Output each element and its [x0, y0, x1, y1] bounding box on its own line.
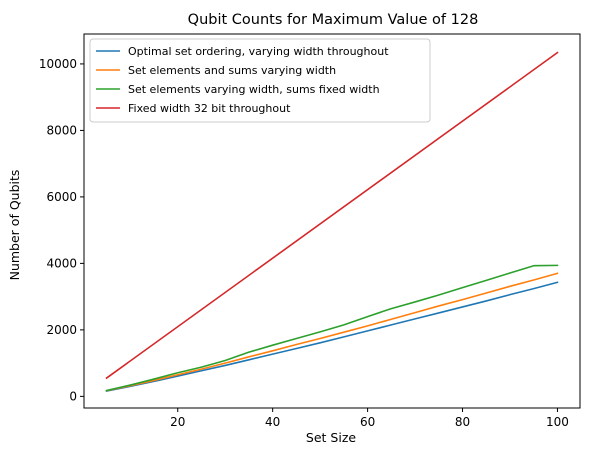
legend-label: Optimal set ordering, varying width thro… — [128, 45, 389, 58]
plot-area — [105, 51, 559, 392]
x-tick-label: 100 — [546, 415, 569, 429]
series-line-1 — [105, 281, 559, 392]
legend-box — [89, 38, 431, 123]
chart-title: Qubit Counts for Maximum Value of 128 — [188, 12, 479, 28]
legend-label: Set elements and sums varying width — [128, 64, 336, 77]
legend-label: Fixed width 32 bit throughout — [128, 102, 291, 115]
x-axis-ticks: 20 40 60 80 100 — [170, 408, 569, 429]
y-tick-label: 0 — [69, 389, 77, 403]
y-tick-label: 8000 — [46, 123, 77, 137]
x-tick-label: 60 — [360, 415, 375, 429]
legend: Optimal set ordering, varying width thro… — [89, 38, 431, 123]
y-tick-label: 4000 — [46, 256, 77, 270]
x-axis-label: Set Size — [306, 430, 356, 445]
series-line-3 — [105, 264, 559, 392]
y-axis-label: Number of Qubits — [7, 170, 22, 281]
x-tick-label: 80 — [455, 415, 470, 429]
x-tick-label: 40 — [265, 415, 280, 429]
series-line-2 — [105, 272, 559, 392]
plot-frame — [83, 33, 581, 409]
x-tick-label: 20 — [170, 415, 185, 429]
y-tick-label: 2000 — [46, 323, 77, 337]
y-tick-label: 6000 — [46, 190, 77, 204]
y-tick-label: 10000 — [39, 57, 77, 71]
legend-label: Set elements varying width, sums fixed w… — [128, 83, 380, 96]
y-axis-ticks: 0 2000 4000 6000 8000 10000 — [39, 57, 84, 403]
series-line-4 — [105, 51, 559, 380]
